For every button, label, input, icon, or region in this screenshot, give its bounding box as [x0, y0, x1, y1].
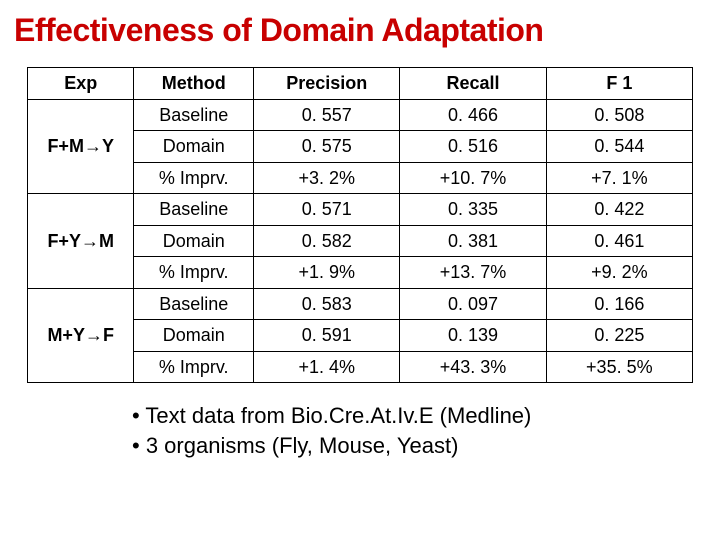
cell: 0. 508: [546, 99, 692, 131]
cell: +35. 5%: [546, 351, 692, 383]
cell: Baseline: [134, 288, 254, 320]
table-body: F+M→Y Baseline 0. 557 0. 466 0. 508 Doma…: [28, 99, 693, 383]
cell: +10. 7%: [400, 162, 546, 194]
cell: +1. 4%: [254, 351, 400, 383]
bullet-list: • Text data from Bio.Cre.At.Iv.E (Medlin…: [14, 401, 706, 460]
slide: Effectiveness of Domain Adaptation Exp M…: [0, 0, 720, 540]
cell: 0. 582: [254, 225, 400, 257]
cell: 0. 466: [400, 99, 546, 131]
bullet-text: 3 organisms (Fly, Mouse, Yeast): [146, 433, 459, 458]
slide-title: Effectiveness of Domain Adaptation: [14, 12, 706, 49]
cell: 0. 557: [254, 99, 400, 131]
cell: +3. 2%: [254, 162, 400, 194]
cell: +43. 3%: [400, 351, 546, 383]
results-table: Exp Method Precision Recall F 1 F+M→Y Ba…: [27, 67, 693, 383]
cell: 0. 139: [400, 320, 546, 352]
col-exp: Exp: [28, 68, 134, 100]
cell: +1. 9%: [254, 257, 400, 289]
cell: % Imprv.: [134, 162, 254, 194]
cell: +13. 7%: [400, 257, 546, 289]
cell: Domain: [134, 131, 254, 163]
cell: Domain: [134, 225, 254, 257]
cell: 0. 097: [400, 288, 546, 320]
table-row: F+M→Y Baseline 0. 557 0. 466 0. 508: [28, 99, 693, 131]
cell: +9. 2%: [546, 257, 692, 289]
table-row: F+Y→M Baseline 0. 571 0. 335 0. 422: [28, 194, 693, 226]
exp-label: M+Y→F: [28, 288, 134, 383]
bullet-item: • 3 organisms (Fly, Mouse, Yeast): [132, 431, 706, 461]
cell: +7. 1%: [546, 162, 692, 194]
cell: 0. 571: [254, 194, 400, 226]
cell: % Imprv.: [134, 257, 254, 289]
col-precision: Precision: [254, 68, 400, 100]
bullet-item: • Text data from Bio.Cre.At.Iv.E (Medlin…: [132, 401, 706, 431]
cell: % Imprv.: [134, 351, 254, 383]
cell: 0. 381: [400, 225, 546, 257]
exp-label: F+M→Y: [28, 99, 134, 194]
cell: 0. 591: [254, 320, 400, 352]
cell: Domain: [134, 320, 254, 352]
cell: 0. 544: [546, 131, 692, 163]
exp-label: F+Y→M: [28, 194, 134, 289]
cell: Baseline: [134, 99, 254, 131]
col-f1: F 1: [546, 68, 692, 100]
col-method: Method: [134, 68, 254, 100]
cell: 0. 516: [400, 131, 546, 163]
cell: 0. 461: [546, 225, 692, 257]
table-header-row: Exp Method Precision Recall F 1: [28, 68, 693, 100]
cell: 0. 335: [400, 194, 546, 226]
cell: 0. 575: [254, 131, 400, 163]
cell: 0. 225: [546, 320, 692, 352]
cell: Baseline: [134, 194, 254, 226]
bullet-text: Text data from Bio.Cre.At.Iv.E (Medline): [145, 403, 531, 428]
cell: 0. 583: [254, 288, 400, 320]
cell: 0. 422: [546, 194, 692, 226]
cell: 0. 166: [546, 288, 692, 320]
col-recall: Recall: [400, 68, 546, 100]
table-row: M+Y→F Baseline 0. 583 0. 097 0. 166: [28, 288, 693, 320]
